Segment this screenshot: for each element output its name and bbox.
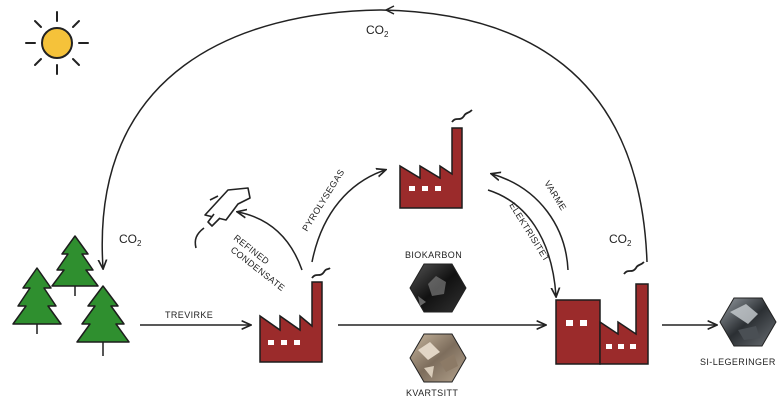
varme-arrow bbox=[492, 174, 569, 271]
co2-right-label: CO2 bbox=[609, 232, 632, 248]
si-legeringer-label: SI-LEGERINGER bbox=[700, 357, 776, 367]
kvartsitt-label: KVARTSITT bbox=[406, 388, 458, 398]
co2-left-label: CO2 bbox=[119, 232, 142, 248]
factory-icon bbox=[259, 267, 331, 363]
co2-top-label: CO2 bbox=[366, 23, 389, 39]
trevirke-label: TREVIRKE bbox=[165, 310, 213, 320]
elektrisitet-arrow bbox=[487, 189, 556, 296]
kvartsitt-hexagon-icon bbox=[409, 333, 467, 383]
biokarbon-hexagon-icon bbox=[409, 263, 467, 313]
tree-icon bbox=[12, 235, 130, 356]
co2-top-arrowhead bbox=[384, 5, 395, 15]
si-alloy-hexagon-icon bbox=[719, 297, 777, 347]
refined-condensate-arrow bbox=[238, 212, 303, 271]
biokarbon-label: BIOKARBON bbox=[405, 250, 462, 260]
pyrolysegas-arrow bbox=[311, 170, 385, 263]
fuel-nozzle-icon bbox=[194, 187, 251, 249]
sun-icon bbox=[25, 11, 89, 75]
factory-icon bbox=[555, 261, 649, 365]
factory-icon bbox=[399, 109, 473, 209]
varme-label: VARME bbox=[542, 179, 568, 213]
co2-cycle-arrow bbox=[102, 9, 648, 268]
elektrisitet-label: ELEKTRISITET bbox=[507, 201, 551, 264]
